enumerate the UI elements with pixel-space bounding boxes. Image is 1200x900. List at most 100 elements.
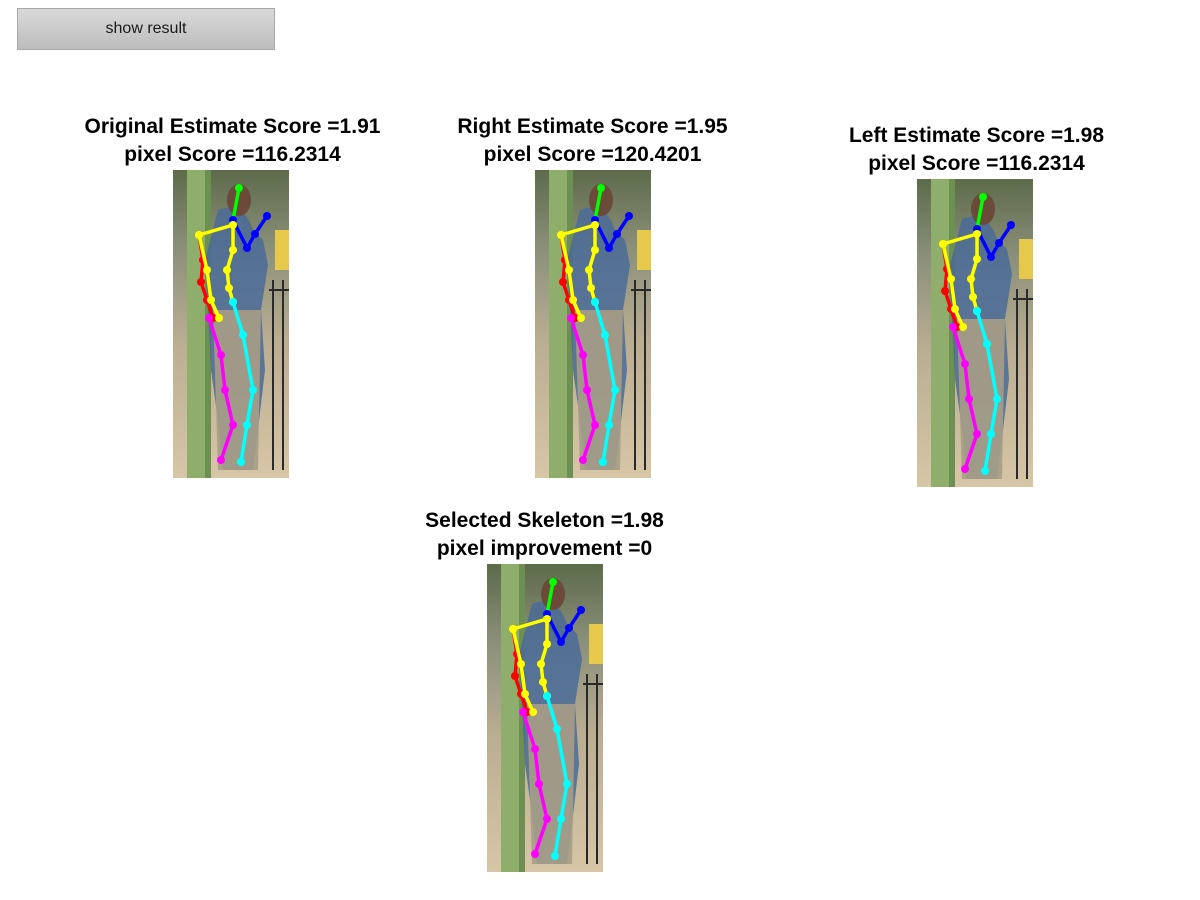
- joint-torso-left: [223, 266, 231, 274]
- pole: [931, 179, 949, 487]
- joint-left-leg: [961, 360, 969, 368]
- joint-right-leg: [981, 467, 989, 475]
- joint-right-leg: [601, 331, 609, 339]
- skeleton-right-arm: [231, 215, 269, 250]
- joint-right-leg: [973, 307, 981, 315]
- joint-torso-left: [229, 246, 237, 254]
- joint-right-leg: [553, 725, 561, 733]
- fence: [1013, 289, 1033, 479]
- joint-torso-left: [585, 266, 593, 274]
- pole: [187, 170, 205, 478]
- joint-left-arm: [559, 278, 567, 286]
- joint-left-leg: [961, 465, 969, 473]
- joint-right-arm: [243, 244, 251, 252]
- joint-torso-left: [537, 660, 545, 668]
- person-head: [971, 193, 995, 225]
- pole-shadow: [519, 564, 525, 872]
- panel-title-score: Selected Skeleton =1.98: [425, 509, 664, 532]
- joint-left-leg: [579, 456, 587, 464]
- person-legs: [575, 310, 623, 470]
- joint-torso-right: [195, 231, 203, 239]
- joint-left-leg: [519, 708, 527, 716]
- person-head: [589, 184, 613, 216]
- joint-left-arm: [941, 287, 949, 295]
- joint-right-arm: [1007, 221, 1015, 229]
- panel-title-pixel: pixel improvement =0: [436, 537, 653, 560]
- joint-left-leg: [217, 351, 225, 359]
- joint-torso-left: [543, 615, 551, 623]
- joint-right-leg: [243, 421, 251, 429]
- joint-torso-left: [229, 221, 237, 229]
- joint-torso-right: [947, 275, 955, 283]
- joint-right-leg: [563, 780, 571, 788]
- fence: [583, 674, 603, 864]
- joint-torso-right: [529, 708, 537, 716]
- yellow-sign: [275, 230, 289, 270]
- joint-head: [235, 184, 243, 192]
- joint-left-leg: [535, 780, 543, 788]
- joint-right-arm: [577, 606, 585, 614]
- joint-torso-right: [959, 323, 967, 331]
- joint-right-leg: [993, 395, 1001, 403]
- joint-right-leg: [599, 458, 607, 466]
- joint-left-leg: [543, 815, 551, 823]
- skeleton-head: [545, 581, 555, 615]
- panel-original: Original Estimate Score =1.91 pixel Scor…: [60, 112, 405, 482]
- skeleton-right-arm: [545, 609, 583, 644]
- person-legs: [527, 704, 575, 864]
- skeleton-overlay: [487, 564, 603, 872]
- joint-right-leg: [557, 815, 565, 823]
- skeleton-head: [231, 187, 241, 221]
- yellow-sign: [1019, 239, 1033, 279]
- joint-right-leg: [591, 298, 599, 306]
- joint-left-leg: [531, 745, 539, 753]
- joint-right-leg: [249, 386, 257, 394]
- joint-torso-right: [565, 266, 573, 274]
- pose-image: [487, 564, 603, 872]
- skeleton-overlay: [535, 170, 651, 478]
- joint-right-arm: [625, 212, 633, 220]
- joint-torso-right: [521, 690, 529, 698]
- joint-torso-left: [539, 678, 547, 686]
- joint-right-arm: [613, 230, 621, 238]
- joint-left-arm: [511, 672, 519, 680]
- joint-torso-left: [973, 230, 981, 238]
- joint-left-leg: [965, 395, 973, 403]
- joint-right-leg: [983, 340, 991, 348]
- joint-torso-left: [543, 640, 551, 648]
- skeleton-right-arm: [593, 215, 631, 250]
- joint-right-leg: [551, 852, 559, 860]
- joint-right-arm: [557, 638, 565, 646]
- joint-torso-left: [225, 284, 233, 292]
- joint-head: [549, 578, 557, 586]
- joint-torso-right: [939, 240, 947, 248]
- joint-right-leg: [229, 298, 237, 306]
- joint-left-leg: [205, 314, 213, 322]
- panel-title-score: Left Estimate Score =1.98: [848, 124, 1105, 147]
- joint-right-arm: [987, 253, 995, 261]
- joint-torso-right: [509, 625, 517, 633]
- panel-left: Left Estimate Score =1.98 pixel Score =1…: [804, 121, 1149, 491]
- joint-head: [597, 184, 605, 192]
- joint-right-leg: [237, 458, 245, 466]
- pole: [501, 564, 519, 872]
- skeleton-right-arm: [975, 224, 1013, 259]
- joint-left-leg: [531, 850, 539, 858]
- joint-right-leg: [543, 692, 551, 700]
- joint-torso-left: [973, 255, 981, 263]
- panel-title-score: Right Estimate Score =1.95: [457, 115, 728, 138]
- pole-shadow: [949, 179, 955, 487]
- pole-shadow: [567, 170, 573, 478]
- joint-torso-left: [967, 275, 975, 283]
- panel-selected: Selected Skeleton =1.98 pixel improvemen…: [372, 506, 717, 876]
- joint-torso-right: [215, 314, 223, 322]
- joint-torso-right: [951, 305, 959, 313]
- panel-right: Right Estimate Score =1.95 pixel Score =…: [420, 112, 765, 482]
- joint-right-arm: [263, 212, 271, 220]
- joint-left-leg: [579, 351, 587, 359]
- joint-torso-right: [569, 296, 577, 304]
- joint-left-leg: [591, 421, 599, 429]
- pose-image: [535, 170, 651, 478]
- panel-title-score: Original Estimate Score =1.91: [84, 115, 381, 138]
- show-result-button[interactable]: show result: [17, 8, 275, 50]
